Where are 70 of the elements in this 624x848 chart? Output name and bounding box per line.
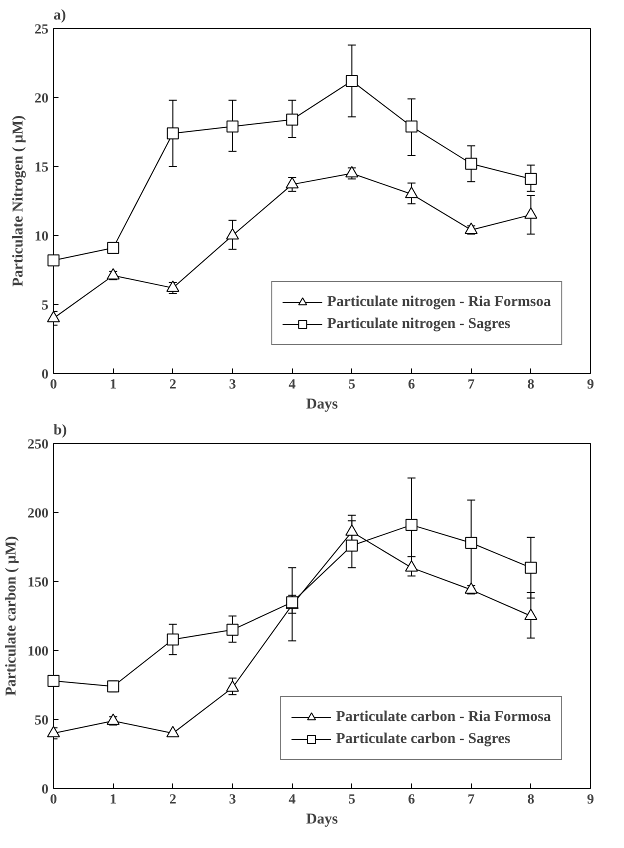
x-tick-label: 3 bbox=[229, 378, 236, 392]
legend-label: Particulate nitrogen - Ria Formsoa bbox=[327, 294, 551, 310]
point bbox=[47, 726, 60, 738]
x-tick-label: 5 bbox=[348, 792, 356, 808]
y-tick-label: 5 bbox=[42, 298, 48, 314]
point bbox=[405, 560, 418, 572]
x-axis-title: Days bbox=[306, 396, 338, 412]
x-tick-label: 4 bbox=[288, 378, 296, 392]
point bbox=[107, 242, 120, 254]
point bbox=[48, 254, 60, 266]
legend-label: Particulate carbon - Ria Formosa bbox=[336, 708, 551, 726]
x-tick-label: 3 bbox=[229, 792, 236, 808]
y-tick-label: 20 bbox=[34, 92, 48, 106]
x-tick-label: 9 bbox=[587, 378, 594, 392]
point bbox=[166, 127, 179, 140]
x-tick-label: 9 bbox=[587, 792, 594, 808]
point bbox=[346, 74, 358, 87]
y-tick-label: 100 bbox=[28, 644, 48, 660]
point bbox=[406, 120, 418, 132]
legend-label: Particulate nitrogen - Sagres bbox=[327, 316, 510, 332]
point bbox=[405, 186, 418, 198]
x-tick-label: 2 bbox=[169, 792, 176, 808]
x-tick-label: 8 bbox=[527, 792, 534, 808]
point bbox=[166, 726, 180, 738]
y-tick-label: 50 bbox=[34, 714, 48, 728]
x-tick-label: 4 bbox=[288, 792, 296, 808]
point bbox=[524, 172, 537, 185]
y-axis-title: Particulate carbon ( µM) bbox=[4, 536, 20, 696]
point bbox=[286, 177, 299, 188]
chart-title: a) bbox=[54, 8, 66, 24]
point bbox=[464, 582, 478, 594]
x-tick-label: 8 bbox=[527, 378, 534, 392]
x-axis-title: Days bbox=[306, 812, 338, 828]
point bbox=[226, 680, 239, 692]
point bbox=[346, 540, 358, 552]
x-tick-label: 1 bbox=[110, 792, 117, 808]
point bbox=[524, 608, 538, 620]
y-tick-label: 0 bbox=[42, 782, 48, 798]
y-tick-label: 25 bbox=[34, 22, 48, 38]
y-tick-label: 150 bbox=[28, 576, 48, 590]
x-tick-label: 7 bbox=[468, 378, 475, 392]
point bbox=[48, 674, 60, 687]
x-tick-label: 5 bbox=[348, 378, 356, 392]
point bbox=[166, 633, 179, 646]
y-tick-label: 250 bbox=[28, 438, 48, 452]
chart-title: b) bbox=[54, 422, 67, 438]
point bbox=[106, 713, 120, 725]
point bbox=[524, 562, 537, 574]
point bbox=[524, 207, 538, 219]
point bbox=[106, 268, 120, 280]
y-tick-label: 0 bbox=[42, 368, 48, 382]
y-tick-label: 15 bbox=[34, 160, 48, 176]
point bbox=[226, 624, 238, 636]
x-tick-label: 1 bbox=[110, 378, 117, 392]
x-tick-label: 7 bbox=[468, 792, 475, 808]
y-tick-label: 10 bbox=[34, 230, 48, 244]
point bbox=[464, 222, 478, 234]
point bbox=[47, 310, 60, 322]
x-tick-label: 6 bbox=[408, 792, 415, 808]
point bbox=[465, 158, 478, 170]
x-tick-label: 6 bbox=[408, 378, 415, 392]
point bbox=[286, 114, 298, 126]
legend-label: Particulate carbon - Sagres bbox=[336, 730, 510, 748]
point bbox=[226, 228, 239, 240]
x-tick-label: 2 bbox=[169, 378, 176, 392]
y-tick-label: 200 bbox=[28, 506, 48, 522]
point bbox=[465, 536, 478, 549]
point bbox=[406, 518, 418, 531]
y-axis-title: Particulate Nitrogen ( µM) bbox=[10, 115, 26, 287]
point bbox=[226, 120, 238, 132]
